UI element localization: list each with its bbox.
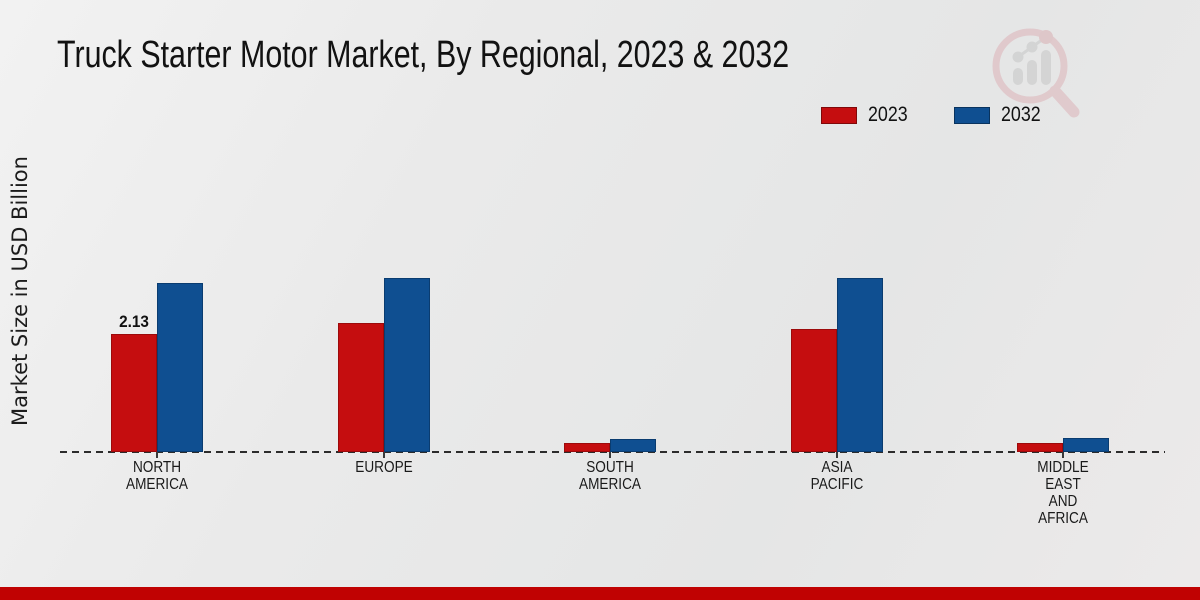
legend: 2023 2032 (820, 103, 1048, 127)
bar-2032-south-america (610, 439, 656, 452)
x-axis-tick (609, 452, 611, 458)
category-label-asia-pacific: ASIA PACIFIC (810, 459, 863, 493)
bar-2032-middle-east-and-africa (1063, 438, 1109, 452)
legend-label: 2032 (1001, 103, 1041, 126)
legend-label: 2023 (867, 103, 908, 126)
x-axis-tick (382, 452, 385, 458)
bar-2023-asia-pacific (790, 329, 837, 452)
bar-2023-middle-east-and-africa (1017, 443, 1063, 452)
category-label-europe: EUROPE (354, 459, 413, 476)
footer-strip (0, 587, 1200, 600)
magnifier-chart-logo-icon (992, 28, 1080, 118)
category-label-middle-east-and-africa: MIDDLE EAST AND AFRICA (1037, 459, 1089, 527)
bar-2032-north-america (157, 283, 203, 452)
legend-swatch-2032 (954, 106, 991, 124)
bar-value-label: 2.13 (119, 311, 149, 331)
category-label-north-america: NORTH AMERICA (126, 459, 188, 493)
x-axis-tick (1062, 452, 1064, 458)
legend-item-2032: 2032 (954, 103, 1048, 127)
bar-2023-north-america (111, 334, 157, 452)
x-axis-baseline (60, 451, 1165, 453)
category-label-south-america: SOUTH AMERICA (579, 459, 641, 493)
x-axis-tick (835, 452, 838, 458)
legend-swatch-2023 (820, 106, 857, 124)
legend-item-2023: 2023 (820, 103, 915, 127)
bar-2032-asia-pacific (836, 278, 883, 452)
chart-title: Truck Starter Motor Market, By Regional,… (57, 34, 790, 76)
bar-2023-europe (337, 323, 384, 452)
bar-2032-europe (383, 278, 430, 452)
x-axis-tick (156, 452, 158, 458)
bar-2023-south-america (564, 443, 610, 452)
